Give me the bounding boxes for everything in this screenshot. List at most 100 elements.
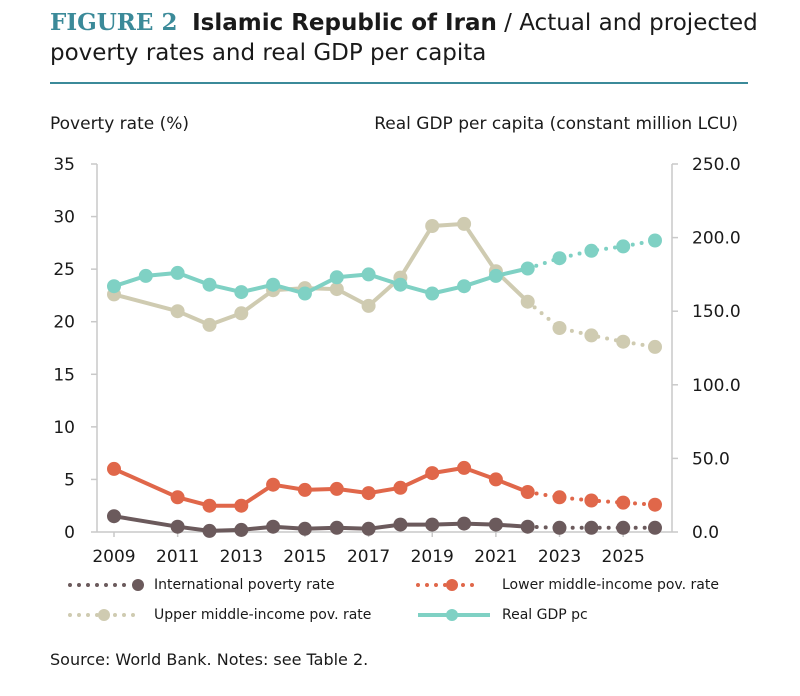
data-point	[488, 517, 503, 532]
data-point	[488, 268, 503, 283]
left-tick-label: 20	[53, 313, 75, 333]
data-point	[361, 521, 376, 536]
figure-country: Islamic Republic of Iran	[192, 10, 497, 36]
right-tick-label: 100.0	[692, 376, 741, 396]
data-point	[202, 277, 217, 292]
x-tick-label: 2017	[347, 547, 390, 567]
right-tick-label: 0.0	[692, 523, 719, 543]
data-point	[107, 461, 121, 476]
x-tick-label: 2021	[474, 547, 517, 567]
data-point	[648, 497, 662, 512]
data-point	[266, 477, 281, 492]
data-point	[234, 498, 249, 513]
figure-title: FIGURE 2 Islamic Republic of Iran / Actu…	[50, 8, 770, 68]
x-tick-label: 2023	[538, 547, 581, 567]
x-tick-label: 2015	[283, 547, 326, 567]
left-tick-label: 5	[64, 470, 75, 490]
left-axis-title: Poverty rate (%)	[50, 114, 190, 134]
series-line-projected	[525, 299, 657, 349]
data-point	[584, 493, 599, 508]
legend-international: International poverty rate	[66, 577, 335, 593]
left-tick-label: 15	[53, 365, 75, 385]
x-tick-label: 2013	[220, 547, 263, 567]
data-point	[234, 306, 249, 321]
data-point	[266, 519, 281, 534]
data-point	[234, 522, 249, 537]
left-tick-label: 0	[64, 523, 75, 543]
data-point	[425, 286, 440, 301]
source-note: Source: World Bank. Notes: see Table 2.	[50, 650, 369, 669]
data-point	[616, 495, 631, 510]
data-point	[552, 251, 567, 266]
data-point	[457, 460, 472, 475]
series-line-projected	[525, 238, 657, 271]
data-point	[202, 317, 217, 332]
legend-upper-label: Upper middle-income pov. rate	[154, 607, 372, 623]
data-point	[520, 485, 535, 499]
data-point	[107, 279, 121, 294]
data-point	[329, 481, 344, 496]
legend-upper-swatch	[68, 609, 144, 621]
data-point	[361, 298, 376, 313]
data-point	[584, 328, 599, 343]
legend-gdp-label: Real GDP pc	[502, 607, 588, 623]
data-point	[361, 486, 376, 501]
data-point	[616, 520, 631, 535]
title-rule	[50, 82, 748, 84]
legend-lower-label: Lower middle-income pov. rate	[502, 577, 719, 593]
data-point	[616, 239, 631, 254]
data-point	[234, 285, 249, 300]
data-point	[170, 519, 185, 534]
right-tick-label: 50.0	[692, 449, 730, 469]
data-point	[520, 294, 535, 309]
data-point	[552, 321, 567, 335]
data-point	[457, 216, 472, 231]
data-point	[393, 277, 408, 292]
figure-subtitle: / Actual and projected poverty rates and…	[50, 10, 758, 66]
legend-lower-swatch	[416, 579, 482, 591]
data-point	[648, 520, 662, 535]
data-point	[488, 472, 503, 487]
left-tick-label: 10	[53, 418, 75, 438]
data-point	[297, 482, 312, 497]
legend-gdp-swatch	[418, 609, 490, 621]
data-point	[552, 520, 567, 535]
data-point	[138, 268, 153, 283]
legend-international-swatch	[68, 579, 144, 591]
data-point	[520, 261, 535, 276]
data-point	[329, 520, 344, 535]
legend-lower: Lower middle-income pov. rate	[414, 577, 719, 593]
chart-axes: 051015202530350.050.0100.0150.0200.0250.…	[53, 155, 740, 567]
x-tick-label: 2019	[411, 547, 454, 567]
data-point	[361, 267, 376, 282]
data-point	[616, 334, 631, 349]
data-point	[520, 519, 535, 534]
data-point	[425, 219, 440, 233]
x-tick-label: 2009	[92, 547, 135, 567]
figure-label: FIGURE 2	[50, 9, 178, 36]
data-point	[425, 517, 440, 532]
data-point	[329, 282, 344, 297]
data-point	[584, 243, 599, 258]
right-axis-title: Real GDP per capita (constant million LC…	[374, 114, 738, 134]
data-point	[202, 523, 217, 538]
data-point	[170, 265, 185, 280]
data-point	[552, 490, 567, 505]
x-tick-label: 2011	[156, 547, 199, 567]
left-tick-label: 25	[53, 260, 75, 280]
data-point	[425, 466, 440, 481]
data-point	[170, 490, 185, 505]
x-tick-label: 2025	[602, 547, 645, 567]
data-point	[393, 480, 408, 495]
data-point	[648, 339, 662, 354]
data-point	[297, 286, 312, 301]
legend-upper: Upper middle-income pov. rate	[66, 607, 371, 623]
legend-international-label: International poverty rate	[154, 577, 335, 593]
right-tick-label: 250.0	[692, 155, 741, 175]
left-tick-label: 30	[53, 208, 75, 228]
data-point	[393, 517, 408, 532]
data-point	[266, 277, 281, 292]
chart-series	[107, 216, 662, 538]
data-point	[584, 520, 599, 535]
